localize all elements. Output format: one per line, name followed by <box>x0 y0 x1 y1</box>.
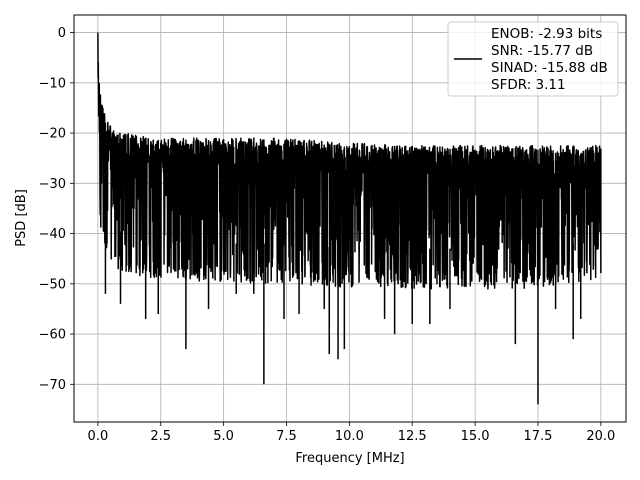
y-tick-label: −10 <box>39 76 66 91</box>
y-tick-label: −30 <box>39 177 66 192</box>
x-tick-label: 17.5 <box>524 429 553 444</box>
legend-entry-line-2: SNR: -15.77 dB <box>491 43 593 59</box>
y-tick-label: −60 <box>39 328 66 343</box>
x-tick-label: 10.0 <box>335 429 364 444</box>
x-tick-label: 12.5 <box>398 429 427 444</box>
x-tick-label: 15.0 <box>461 429 490 444</box>
x-axis-ticks: 0.0 2.5 5.0 7.5 10.0 12.5 15.0 17.5 20.0 <box>88 422 615 444</box>
y-tick-label: −20 <box>39 127 66 142</box>
plot-area <box>97 32 602 405</box>
y-tick-label: −50 <box>39 277 66 292</box>
x-axis-label: Frequency [MHz] <box>295 451 404 466</box>
x-tick-label: 20.0 <box>586 429 615 444</box>
psd-series-line <box>97 32 602 405</box>
y-tick-label: 0 <box>58 26 66 41</box>
legend-entry-line-3: SINAD: -15.88 dB <box>491 60 608 76</box>
legend-entry-line-4: SFDR: 3.11 <box>491 77 566 93</box>
legend-entry-line-1: ENOB: -2.93 bits <box>491 26 602 42</box>
y-tick-label: −70 <box>39 378 66 393</box>
x-tick-label: 7.5 <box>276 429 297 444</box>
y-tick-label: −40 <box>39 227 66 242</box>
legend: ENOB: -2.93 bits SNR: -15.77 dB SINAD: -… <box>447 21 619 97</box>
x-tick-label: 0.0 <box>88 429 109 444</box>
axes-frame <box>73 14 627 423</box>
x-tick-label: 2.5 <box>150 429 171 444</box>
y-axis-label: PSD [dB] <box>14 189 29 247</box>
y-axis-ticks: 0 −10 −20 −30 −40 −50 −60 −70 <box>39 26 74 393</box>
legend-box <box>447 21 619 97</box>
x-tick-label: 5.0 <box>213 429 234 444</box>
